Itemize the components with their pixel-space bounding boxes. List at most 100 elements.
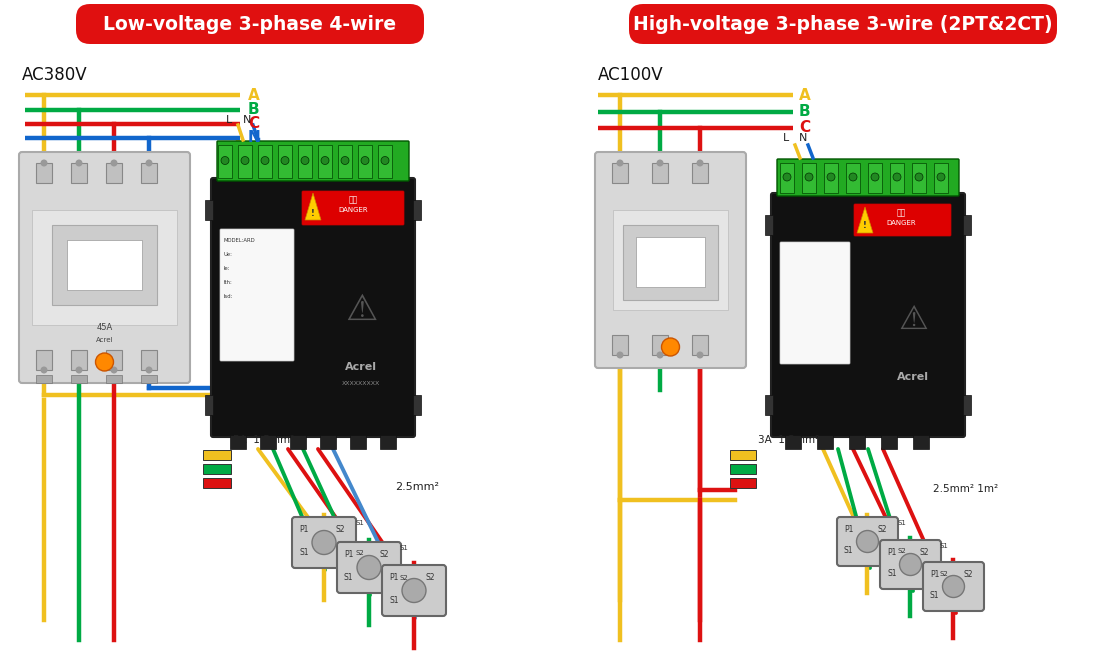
Text: 5A  1.5mm²: 5A 1.5mm² [233,435,295,445]
Ellipse shape [943,575,965,597]
Circle shape [783,173,791,181]
Bar [51,225,157,305]
Text: S1: S1 [400,545,408,551]
Circle shape [616,351,623,358]
Bar [785,435,802,449]
Bar [934,163,948,193]
Bar [963,395,971,415]
Text: B: B [799,105,810,120]
Circle shape [827,173,835,181]
Text: N: N [243,115,252,125]
Bar [205,395,214,415]
FancyBboxPatch shape [337,542,401,593]
FancyBboxPatch shape [302,191,404,225]
Text: Ue:: Ue: [224,252,233,257]
FancyBboxPatch shape [217,141,410,181]
Circle shape [915,173,923,181]
Text: DANGER: DANGER [338,207,368,213]
Bar [380,435,396,449]
Bar [278,145,292,178]
Text: S1: S1 [344,573,354,582]
Circle shape [41,366,47,374]
Text: S2: S2 [940,571,948,577]
Bar [612,335,629,355]
Bar [378,145,392,178]
Bar [825,163,838,193]
Polygon shape [306,193,321,220]
Bar [652,163,668,183]
Text: S2: S2 [380,550,390,559]
Circle shape [281,157,289,165]
Bar [623,225,718,300]
Bar [71,350,87,370]
Circle shape [849,173,857,181]
Text: L: L [783,133,789,143]
Text: A: A [799,87,810,103]
Bar [730,450,756,460]
Bar [258,145,272,178]
Bar [106,350,122,370]
Bar [141,375,157,383]
Bar [106,375,122,383]
Circle shape [696,159,703,167]
Circle shape [241,157,249,165]
FancyBboxPatch shape [880,540,941,589]
Polygon shape [857,207,873,233]
Bar [36,375,51,383]
Ellipse shape [357,556,381,579]
Bar [338,145,351,178]
Bar [203,450,231,460]
Text: P1: P1 [887,548,897,557]
Circle shape [146,366,152,374]
Bar [203,478,231,488]
Text: !: ! [311,208,315,218]
Circle shape [894,173,901,181]
Text: XXXXXXXXX: XXXXXXXXX [342,381,380,386]
Circle shape [221,157,229,165]
Bar [230,435,246,449]
FancyBboxPatch shape [292,517,356,568]
Bar [881,435,897,449]
Text: S1: S1 [844,546,853,555]
Ellipse shape [899,554,922,575]
Circle shape [805,173,812,181]
Text: P1: P1 [389,573,399,582]
Text: S2: S2 [335,525,345,534]
Bar [890,163,904,193]
Text: P1: P1 [930,570,940,579]
Circle shape [657,351,664,358]
Bar [413,200,420,220]
Circle shape [937,173,945,181]
Text: Acrel: Acrel [95,337,113,343]
Text: S1: S1 [299,548,309,557]
Bar [350,435,366,449]
Bar [71,375,87,383]
FancyBboxPatch shape [19,152,191,383]
Bar [205,200,214,220]
Bar [358,145,372,178]
Text: S2: S2 [877,525,887,534]
Circle shape [146,159,152,167]
Bar [36,163,51,183]
Bar [298,145,312,178]
Circle shape [261,157,269,165]
Bar [260,435,276,449]
Text: P1: P1 [844,525,853,534]
Text: C: C [247,116,260,132]
Text: ⚠: ⚠ [345,293,377,327]
Text: A: A [247,87,260,103]
Bar [652,335,668,355]
FancyBboxPatch shape [923,562,984,611]
Bar [67,240,142,290]
FancyBboxPatch shape [220,229,293,361]
Text: 45A: 45A [96,323,113,332]
Text: S1: S1 [389,596,399,605]
Text: S1: S1 [887,569,897,578]
Bar [730,464,756,474]
Bar [203,464,231,474]
Bar [106,163,122,183]
Ellipse shape [312,530,336,554]
Ellipse shape [856,530,878,552]
FancyBboxPatch shape [382,565,446,616]
FancyBboxPatch shape [595,152,746,368]
